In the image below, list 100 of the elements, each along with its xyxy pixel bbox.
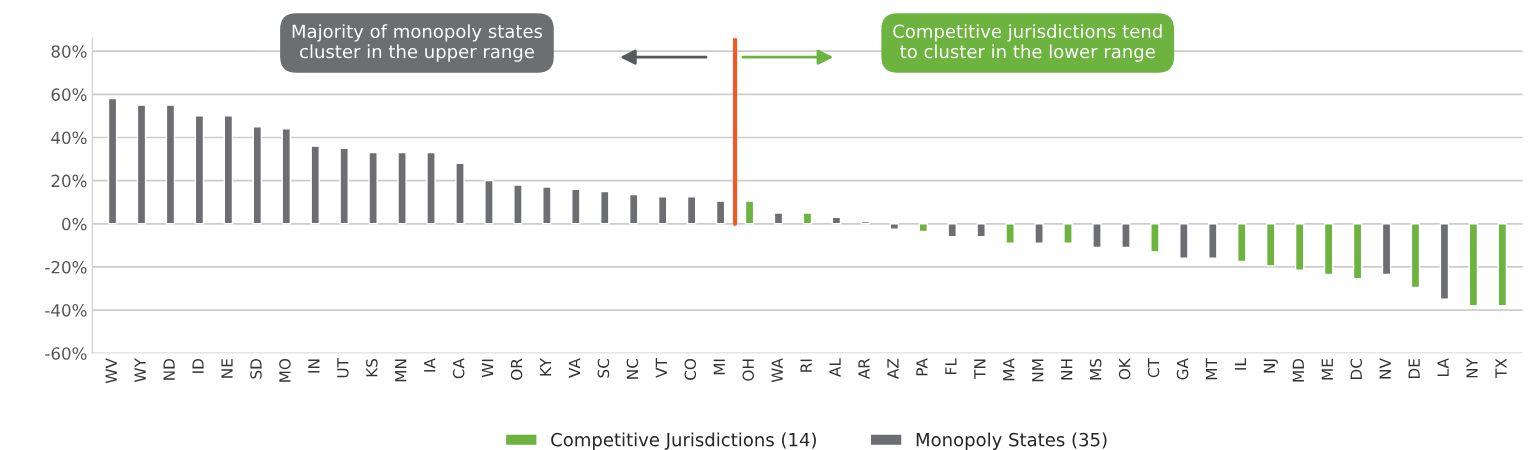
x-tick-label: IL — [1234, 358, 1246, 370]
y-tick-label: 0% — [62, 217, 87, 231]
x-tick-label: IA — [424, 358, 436, 372]
bar — [889, 223, 900, 230]
bar — [1439, 223, 1450, 301]
bar — [281, 128, 292, 225]
bar — [1237, 223, 1247, 263]
x-tick-label: MI — [713, 359, 725, 375]
annotation: Competitive jurisdictions tend to cluster in the lower range — [893, 24, 1162, 62]
x-tick-label: DC — [1350, 358, 1363, 380]
x-tick-label: MO — [279, 358, 291, 382]
x-tick-label: SD — [250, 359, 262, 379]
x-tick-label: IN — [308, 359, 320, 373]
bar — [513, 184, 523, 225]
y-tick-label: 20% — [51, 174, 87, 188]
bar — [657, 196, 668, 225]
legend-label: Competitive Jurisdictions (14) — [551, 432, 816, 450]
x-tick-label: PA — [916, 358, 928, 376]
x-tick-label: AR — [858, 358, 870, 380]
bar — [310, 145, 320, 225]
x-tick-label: UT — [337, 358, 349, 378]
bar — [426, 151, 436, 225]
bar — [918, 223, 929, 233]
y-tick-label: -40% — [45, 304, 87, 317]
y-tick-label: 60% — [51, 88, 87, 101]
bar — [1323, 223, 1334, 276]
x-tick-label: LA — [1437, 358, 1449, 376]
bar — [1005, 223, 1015, 244]
bar — [1063, 223, 1073, 244]
x-tick-label: WI — [482, 359, 494, 378]
bar — [1265, 223, 1276, 267]
bar — [1468, 223, 1479, 307]
y-tick-label: -60% — [45, 347, 87, 360]
x-tick-label: OH — [742, 359, 754, 381]
x-tick-label: NM — [1032, 359, 1044, 382]
y-tick-label: 80% — [51, 45, 87, 58]
bar — [773, 212, 784, 225]
annotation: Majority of monopoly states cluster in the upper range — [292, 24, 543, 62]
bar — [1410, 223, 1421, 289]
x-tick-label: ID — [192, 359, 204, 373]
x-tick-label: ME — [1321, 359, 1333, 380]
bar — [686, 196, 697, 225]
bar — [1150, 223, 1160, 253]
x-tick-label: KY — [539, 358, 552, 376]
x-tick-label: DE — [1408, 359, 1420, 379]
bar — [1034, 223, 1044, 244]
x-tick-label: MS — [1089, 358, 1102, 380]
x-tick-label: TX — [1495, 358, 1507, 378]
bar — [1208, 223, 1218, 260]
x-tick-label: RI — [800, 359, 812, 372]
x-tick-label: SC — [597, 358, 610, 378]
bar — [1121, 223, 1131, 249]
bar — [165, 104, 176, 225]
bar — [744, 200, 755, 225]
x-tick-label: NH — [1061, 359, 1073, 380]
bar — [628, 193, 639, 225]
bar — [339, 147, 349, 225]
x-tick-label: NY — [1466, 358, 1478, 378]
bar — [947, 223, 957, 238]
x-tick-label: MD — [1292, 359, 1304, 382]
bar — [802, 212, 813, 225]
bar — [1179, 223, 1189, 260]
x-tick-label: WV — [105, 358, 117, 384]
y-tick-label: -20% — [45, 260, 87, 274]
bar — [715, 200, 726, 225]
bar — [107, 97, 118, 225]
x-tick-label: NC — [626, 358, 639, 379]
bar — [976, 223, 986, 238]
bar — [571, 188, 581, 225]
bar — [484, 179, 494, 225]
x-tick-label: VA — [568, 358, 581, 378]
x-tick-label: KS — [366, 358, 378, 377]
x-tick-label: NV — [1379, 358, 1391, 379]
x-tick-label: WA — [771, 358, 783, 383]
x-tick-label: VT — [655, 358, 667, 378]
x-tick-label: OR — [510, 358, 523, 380]
bar — [1092, 223, 1102, 249]
x-tick-label: OK — [1118, 357, 1131, 380]
x-tick-label: GA — [1176, 358, 1189, 380]
bar — [1381, 223, 1392, 276]
bar — [1497, 223, 1508, 307]
x-tick-label: NE — [221, 359, 233, 378]
bar — [1352, 223, 1363, 280]
x-tick-label: CO — [684, 358, 697, 380]
x-tick-label: WY — [134, 358, 146, 383]
x-tick-label: ND — [163, 359, 175, 380]
bar — [136, 104, 147, 225]
bar — [600, 190, 610, 225]
bar — [397, 151, 407, 225]
bar — [223, 115, 234, 225]
x-tick-label: CT — [1147, 358, 1160, 378]
x-tick-label: MN — [395, 359, 407, 382]
x-tick-label: AL — [829, 358, 841, 377]
x-tick-label: AZ — [887, 358, 899, 379]
bar — [455, 162, 465, 225]
x-tick-label: MT — [1205, 358, 1218, 380]
x-tick-label: NJ — [1263, 359, 1278, 373]
x-tick-label: FL — [945, 358, 957, 374]
y-tick-label: 40% — [51, 131, 87, 145]
x-tick-label: CA — [452, 358, 465, 379]
